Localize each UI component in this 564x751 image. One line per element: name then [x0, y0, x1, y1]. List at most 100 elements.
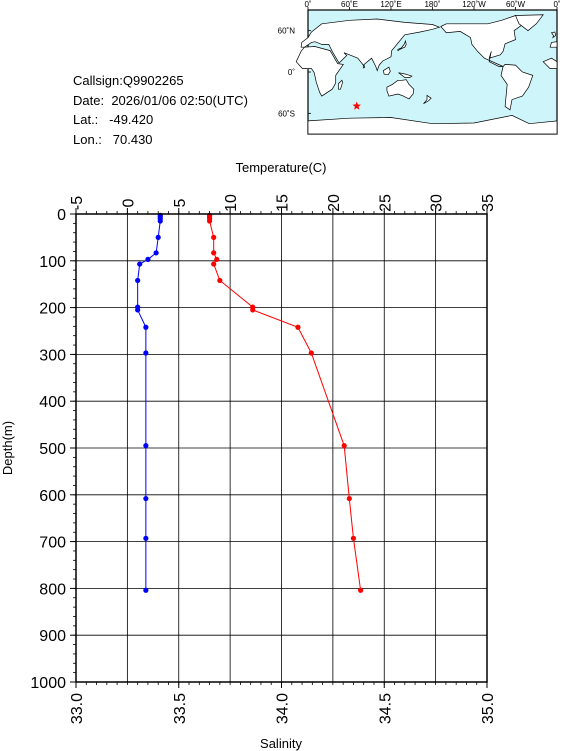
temperature-data-point — [211, 250, 217, 256]
map-longitude-label: 60˚W — [506, 0, 526, 9]
lon-line: Lon.: 70.430 — [73, 130, 248, 150]
salinity-data-point — [143, 324, 149, 330]
new-zealand-landmass — [423, 94, 432, 105]
depth-tick-label: 400 — [39, 394, 66, 411]
salinity-data-point — [143, 495, 149, 502]
salinity-data-point — [143, 535, 149, 541]
station-info: Callsign:Q9902265 Date: 2026/01/06 02:50… — [73, 71, 248, 149]
japan-landmass — [397, 39, 407, 52]
salinity-tick-label: 34.0 — [275, 693, 292, 724]
temperature-tick-label: 0 — [120, 198, 137, 207]
temperature-data-point — [308, 350, 314, 356]
depth-tick-label: 0 — [57, 207, 66, 224]
callsign-value: Q9902265 — [122, 73, 184, 88]
salinity-tick-label: 34.5 — [377, 693, 394, 724]
lat-line: Lat.: -49.420 — [73, 110, 248, 130]
salinity-axis-title: Salinity — [260, 736, 302, 751]
map-latitude-label: 60˚S — [278, 109, 295, 118]
temperature-tick-label: -5 — [69, 196, 86, 210]
temperature-data-point — [206, 218, 213, 224]
plot-frame — [75, 213, 488, 683]
lon-value: 70.430 — [112, 131, 153, 147]
map-longitude-label: 0˚ — [304, 0, 311, 9]
temperature-data-point — [214, 256, 220, 262]
callsign-label: Callsign: — [73, 73, 123, 88]
map-longitude-label: 0˚ — [553, 0, 560, 9]
lat-value: -49.420 — [109, 112, 154, 127]
salinity-data-point — [155, 234, 161, 240]
depth-axis-title: Depth(m) — [0, 421, 15, 475]
salinity-tick-label: 33.5 — [172, 693, 189, 724]
temperature-data-point — [295, 324, 301, 330]
salinity-tick-label: 35.0 — [480, 693, 497, 724]
europe-asia-landmass — [300, 18, 441, 72]
temperature-data-point — [358, 587, 364, 593]
salinity-tick-label: 33.0 — [69, 693, 86, 724]
salinity-data-point — [135, 307, 141, 313]
date-line: Date: 2026/01/06 02:50(UTC) — [73, 91, 248, 111]
date-label: Date: — [73, 92, 105, 108]
depth-tick-label: 1000 — [30, 675, 66, 692]
north-america-landmass — [440, 15, 531, 67]
depth-tick-label: 500 — [39, 441, 66, 458]
south-america-landmass — [500, 64, 534, 111]
salinity-data-point — [137, 261, 143, 267]
map-marker — [352, 101, 361, 110]
iberia-landmass — [549, 41, 558, 48]
salinity-data-point — [143, 587, 149, 593]
greenland-landmass — [514, 14, 544, 32]
temperature-axis-title: Temperature(C) — [235, 160, 326, 175]
date-value: 2026/01/06 02:50(UTC) — [111, 92, 248, 108]
map-longitude-label: 60˚E — [341, 0, 358, 9]
temperature-tick-label: 20 — [326, 194, 343, 212]
australia-landmass — [386, 79, 415, 100]
temperature-tick-label: 30 — [429, 194, 446, 212]
salinity-data-point — [145, 256, 151, 262]
chart-series — [135, 212, 364, 593]
depth-tick-label: 600 — [39, 488, 66, 505]
temperature-tick-label: 25 — [377, 194, 394, 212]
map-latitude-label: 60˚N — [278, 27, 296, 36]
temperature-data-point — [211, 261, 217, 267]
british-isles-landmass — [550, 31, 556, 39]
lat-label: Lat.: — [73, 112, 99, 127]
lon-label: Lon.: — [73, 131, 102, 147]
temperature-data-point — [350, 535, 357, 541]
depth-tick-label: 200 — [39, 301, 66, 318]
salinity-data-point — [157, 218, 163, 224]
callsign-line: Callsign:Q9902265 — [73, 71, 248, 91]
depth-tick-label: 800 — [39, 581, 66, 598]
salinity-data-point — [143, 443, 149, 449]
temperature-data-point — [217, 277, 223, 284]
map-axis-labels: 0˚ 60˚E 120˚E 180˚ 120˚W 60˚W 0˚ 60˚N 0˚ 60˚S — [278, 0, 561, 118]
profile-chart: -5 0 5 10 15 20 25 30 35010020030040050060070080… — [0, 160, 497, 751]
sri-lanka-landmass — [362, 64, 366, 69]
temperature-tick-label: 15 — [275, 194, 292, 212]
temperature-data-point — [250, 307, 256, 313]
chart-tick-labels: -5 0 5 10 15 20 25 30 35010020030040050060070080… — [30, 194, 497, 724]
africa-landmass — [295, 46, 344, 97]
temperature-profile-line — [209, 215, 362, 591]
salinity-data-point — [143, 350, 149, 356]
salinity-data-point — [135, 277, 141, 284]
temperature-tick-label: 5 — [172, 198, 189, 207]
salinity-data-point — [153, 250, 159, 256]
new-guinea-landmass — [398, 72, 413, 78]
antarctica-landmass — [307, 115, 558, 135]
location-map: 0˚ 60˚E 120˚E 180˚ 120˚W 60˚W 0˚ 60˚N 0˚ 60˚S — [278, 0, 561, 135]
temperature-data-point — [346, 495, 352, 502]
temperature-data-point — [341, 443, 347, 449]
map-longitude-label: 120˚E — [380, 0, 401, 9]
depth-tick-label: 100 — [39, 254, 66, 271]
temperature-tick-label: 10 — [223, 194, 240, 212]
star-icon — [352, 101, 361, 110]
borneo-landmass — [383, 66, 391, 76]
map-landmasses — [295, 14, 558, 135]
temperature-data-point — [211, 234, 217, 240]
map-longitude-label: 120˚W — [462, 0, 486, 9]
map-latitude-label: 0˚ — [288, 68, 295, 77]
depth-tick-label: 900 — [39, 628, 66, 645]
west-africa-landmass — [542, 57, 558, 69]
madagascar-landmass — [338, 79, 343, 90]
